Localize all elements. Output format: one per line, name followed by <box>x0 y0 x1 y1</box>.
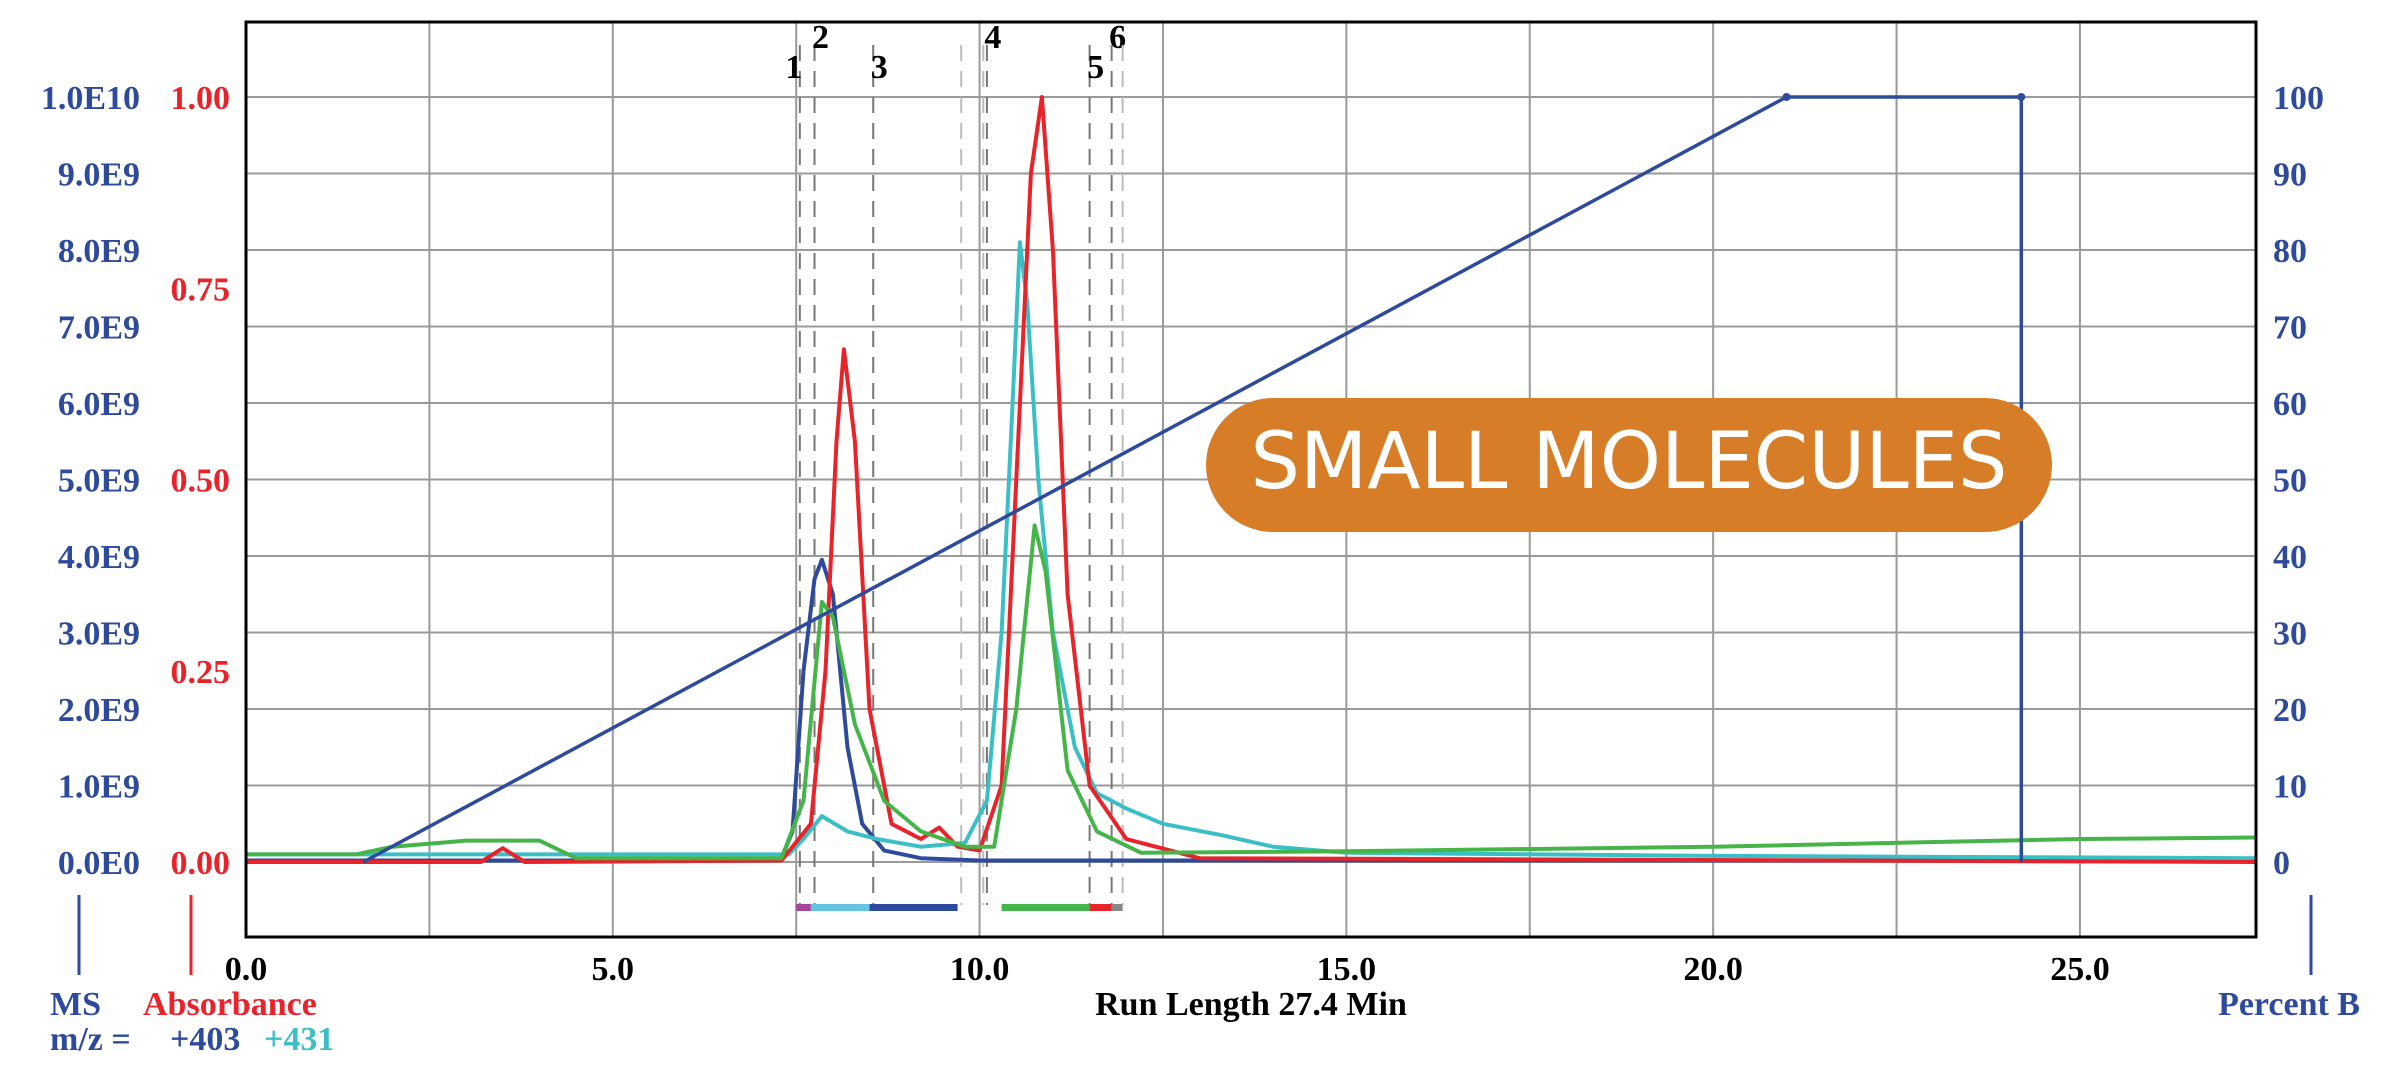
fraction-segment-3 <box>1001 904 1090 911</box>
percent-b-vertex <box>1782 93 1791 101</box>
fraction-label-3: 3 <box>871 49 888 86</box>
fraction-label-5: 5 <box>1087 49 1104 86</box>
ms-tick-label: 4.0E9 <box>58 539 140 576</box>
fraction-collection-bar <box>796 904 1123 911</box>
percent-b-tick-label: 50 <box>2273 463 2307 500</box>
x-tick-label: 15.0 <box>1317 951 1377 988</box>
ms-tick-label: 3.0E9 <box>58 616 140 653</box>
percent-b-tick-label: 10 <box>2273 769 2307 806</box>
fraction-segment-2 <box>869 904 958 911</box>
ms-axis-labels: 0.0E0 1.0E9 2.0E9 3.0E9 4.0E9 5.0E9 6.0E9 7.0E9… <box>41 80 140 882</box>
ms-tick-label: 1.0E9 <box>58 769 140 806</box>
small-molecules-badge: SMALL MOLECULES <box>1206 398 2052 532</box>
percent-b-tick-label: 80 <box>2273 233 2307 270</box>
percent-b-tick-label: 20 <box>2273 692 2307 729</box>
ms-axis-title: MS <box>50 986 101 1023</box>
absorbance-tick-label: 0.50 <box>171 463 231 500</box>
absorbance-tick-label: 0.75 <box>171 271 231 308</box>
fraction-label-2: 2 <box>812 19 829 56</box>
x-tick-label: 5.0 <box>592 951 635 988</box>
fraction-label-1: 1 <box>785 49 802 86</box>
absorbance-axis-labels: 0.00 0.25 0.50 0.75 1.00 <box>171 80 231 882</box>
legend: MS Absorbance m/z = +403 +431 Percent B … <box>50 895 2360 1058</box>
percent-b-vertex <box>2017 93 2026 101</box>
x-tick-label: 25.0 <box>2050 951 2110 988</box>
x-axis-title: Run Length 27.4 Min <box>1095 986 1407 1023</box>
series-3 <box>246 523 2257 861</box>
legend-mz-431: +431 <box>264 1021 334 1058</box>
percent-b-axis-title: Percent B <box>2218 986 2360 1023</box>
series-1 <box>246 240 2257 861</box>
fraction-segment-1 <box>810 904 870 911</box>
absorbance-tick-label: 0.25 <box>171 654 231 691</box>
percent-b-tick-label: 60 <box>2273 386 2307 423</box>
fraction-segment-4 <box>1089 904 1112 911</box>
absorbance-tick-label: 1.00 <box>171 80 231 117</box>
x-tick-label: 20.0 <box>1683 951 1743 988</box>
plot-frame <box>244 20 2258 939</box>
ms-tick-label: 8.0E9 <box>58 233 140 270</box>
percent-b-tick-label: 0 <box>2273 845 2290 882</box>
x-tick-label: 10.0 <box>950 951 1010 988</box>
percent-b-tick-label: 40 <box>2273 539 2307 576</box>
series-0 <box>246 557 2256 863</box>
legend-mz-403: +403 <box>170 1021 240 1058</box>
badge-label: SMALL MOLECULES <box>1250 417 2007 507</box>
fraction-label-4: 4 <box>984 19 1001 56</box>
ms-tick-label: 6.0E9 <box>58 386 140 423</box>
percent-b-tick-label: 90 <box>2273 157 2307 194</box>
percent-b-tick-label: 70 <box>2273 310 2307 347</box>
ms-tick-label: 1.0E10 <box>41 80 140 117</box>
ms-tick-label: 0.0E0 <box>58 845 140 882</box>
percent-b-axis-labels: 0 10 20 30 40 50 60 70 80 90 100 <box>2273 80 2324 882</box>
ms-tick-label: 2.0E9 <box>58 692 140 729</box>
x-axis-labels: 0.0 5.0 10.0 15.0 20.0 25.0 <box>225 951 2110 988</box>
mz-prefix: m/z = <box>50 1021 131 1058</box>
x-tick-label: 0.0 <box>225 951 268 988</box>
absorbance-tick-label: 0.00 <box>171 845 231 882</box>
percent-b-tick-label: 100 <box>2273 80 2324 117</box>
ms-tick-label: 7.0E9 <box>58 310 140 347</box>
ms-tick-label: 9.0E9 <box>58 157 140 194</box>
fraction-segment-0 <box>796 904 811 911</box>
absorbance-axis-title: Absorbance <box>143 986 317 1023</box>
fraction-segment-5 <box>1111 904 1123 911</box>
ms-tick-label: 5.0E9 <box>58 463 140 500</box>
percent-b-tick-label: 30 <box>2273 616 2307 653</box>
